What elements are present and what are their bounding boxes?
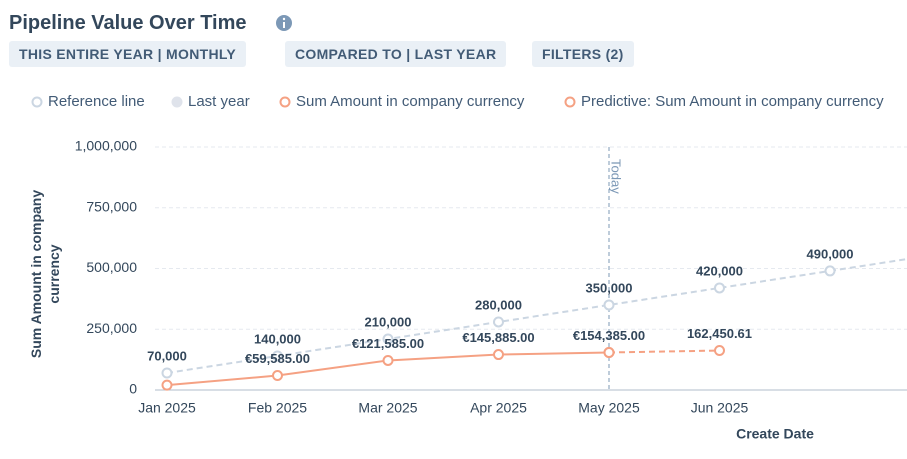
data-label: 420,000 — [696, 263, 743, 278]
y-tick-label: 500,000 — [86, 259, 137, 275]
info-icon[interactable] — [275, 14, 293, 32]
x-axis-label: Create Date — [736, 426, 814, 442]
point — [161, 379, 173, 391]
legend-marker — [279, 96, 291, 108]
y-axis-label: Sum Amount in company currency — [28, 189, 62, 359]
reference-line-extension — [829, 258, 907, 272]
point — [603, 346, 615, 358]
point — [603, 346, 615, 358]
point — [161, 367, 173, 379]
legend-marker — [31, 96, 43, 108]
data-label: 350,000 — [586, 280, 633, 295]
point — [272, 350, 283, 362]
x-tick-label: Apr 2025 — [470, 400, 527, 416]
point — [714, 345, 725, 357]
legend-marker — [171, 96, 183, 108]
point — [493, 316, 504, 328]
y-tick-label: 0 — [129, 381, 137, 397]
data-label: €59,585.00 — [245, 351, 310, 366]
x-tick-label: Jun 2025 — [691, 400, 749, 416]
point — [824, 265, 836, 277]
x-tick-label: Jan 2025 — [138, 400, 196, 416]
x-tick-label: Mar 2025 — [358, 400, 417, 416]
data-label: 70,000 — [147, 348, 187, 363]
series-line — [166, 269, 831, 374]
data-label: 280,000 — [475, 297, 522, 312]
filter-button[interactable]: THIS ENTIRE YEAR | MONTHLY — [9, 41, 247, 67]
legend-marker — [564, 96, 576, 108]
point — [714, 282, 725, 294]
x-tick-label: Feb 2025 — [248, 400, 307, 416]
legend-label: Sum Amount in company currency — [296, 93, 525, 110]
filter-button[interactable]: FILTERS (2) — [532, 41, 634, 67]
title: Pipeline Value Over Time — [9, 12, 247, 34]
data-label: 162,450.61 — [687, 326, 752, 341]
data-label: 210,000 — [365, 314, 412, 329]
legend-label: Reference line — [48, 93, 145, 110]
y-tick-label: 750,000 — [86, 198, 137, 214]
legend-label: Last year — [188, 93, 250, 110]
data-label: 490,000 — [807, 246, 854, 261]
today-label: Today — [609, 159, 624, 194]
series-line — [166, 351, 610, 387]
point — [272, 370, 283, 382]
series-line — [608, 349, 720, 354]
y-tick-label: 250,000 — [86, 320, 137, 336]
filter-button[interactable]: COMPARED TO | LAST YEAR — [285, 41, 507, 67]
y-tick-label: 1,000,000 — [75, 138, 137, 154]
point — [493, 349, 504, 361]
data-label: €121,585.00 — [352, 336, 424, 351]
data-label: €154,385.00 — [573, 328, 645, 343]
point — [382, 354, 394, 366]
data-label: 140,000 — [254, 331, 301, 346]
legend-label: Predictive: Sum Amount in company curren… — [581, 93, 884, 110]
x-tick-label: May 2025 — [578, 400, 640, 416]
point — [382, 333, 394, 345]
point — [603, 299, 615, 311]
data-label: €145,885.00 — [462, 330, 534, 345]
